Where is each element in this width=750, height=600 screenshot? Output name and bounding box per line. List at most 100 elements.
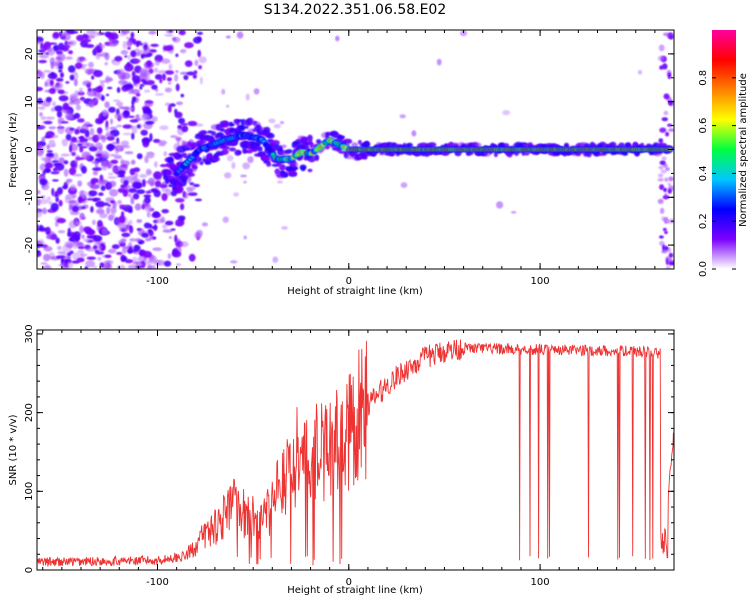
- noise-blob: [68, 200, 76, 204]
- noise-blob: [661, 156, 667, 161]
- noise-blob: [106, 160, 112, 169]
- noise-blob: [664, 245, 669, 251]
- noise-blob: [133, 59, 142, 63]
- noise-blob: [194, 59, 199, 66]
- noise-blob: [56, 110, 63, 118]
- noise-blob: [40, 262, 48, 265]
- noise-blob: [44, 135, 51, 139]
- band-blob: [195, 156, 201, 163]
- x-tick-label: 100: [531, 577, 550, 588]
- noise-blob: [193, 70, 198, 75]
- noise-blob: [663, 93, 670, 100]
- noise-blob: [127, 249, 133, 254]
- noise-blob: [135, 238, 142, 243]
- band-blob: [244, 125, 249, 129]
- noise-blob: [77, 143, 83, 147]
- noise-blob: [120, 205, 130, 208]
- noise-blob: [54, 105, 63, 112]
- noise-blob: [136, 219, 143, 223]
- noise-blob: [91, 75, 95, 80]
- noise-blob: [197, 31, 203, 35]
- noise-blob: [186, 71, 196, 76]
- noise-blob: [53, 162, 61, 167]
- noise-blob: [43, 70, 52, 73]
- noise-blob: [120, 158, 125, 164]
- band-blob: [221, 120, 230, 128]
- noise-blob: [104, 101, 110, 109]
- noise-blob: [88, 61, 94, 68]
- noise-blob: [64, 42, 69, 48]
- noise-blob: [68, 100, 75, 105]
- noise-blob: [86, 198, 95, 201]
- noise-blob: [165, 70, 175, 75]
- noise-blob: [75, 104, 81, 111]
- noise-blob: [104, 254, 112, 258]
- noise-blob: [637, 69, 643, 75]
- noise-blob: [107, 176, 118, 179]
- noise-blob: [193, 36, 202, 44]
- noise-blob: [155, 88, 159, 92]
- noise-blob: [175, 70, 179, 73]
- noise-blob: [161, 193, 168, 202]
- noise-blob: [71, 205, 79, 213]
- noise-blob: [130, 125, 134, 130]
- noise-blob: [63, 256, 72, 259]
- snr-series: [37, 339, 674, 567]
- noise-blob: [58, 199, 63, 207]
- noise-blob: [154, 180, 162, 188]
- noise-blob: [199, 76, 203, 85]
- band-blob: [278, 164, 286, 171]
- noise-blob: [45, 96, 53, 103]
- noise-blob: [74, 140, 82, 143]
- noise-blob: [168, 63, 173, 71]
- noise-blob: [143, 107, 151, 115]
- noise-blob: [118, 215, 126, 224]
- noise-blob: [145, 152, 155, 156]
- noise-blob: [659, 127, 667, 133]
- noise-blob: [222, 216, 229, 223]
- noise-blob: [70, 143, 78, 152]
- colorbar-tick-label: 0.8: [698, 70, 709, 86]
- noise-blob: [117, 174, 125, 178]
- noise-blob: [66, 114, 74, 121]
- noise-blob: [121, 145, 131, 149]
- noise-blob: [85, 260, 95, 268]
- noise-blob: [103, 263, 113, 269]
- noise-blob: [151, 116, 158, 123]
- noise-blob: [665, 265, 671, 269]
- snr-xlabel: Height of straight line (km): [287, 585, 423, 596]
- noise-blob: [243, 235, 247, 240]
- noise-blob: [658, 138, 664, 144]
- noise-blob: [226, 104, 230, 108]
- noise-blob: [105, 125, 109, 131]
- noise-blob: [185, 186, 196, 191]
- noise-blob: [175, 83, 180, 92]
- noise-blob: [180, 71, 188, 75]
- noise-blob: [162, 229, 173, 233]
- noise-blob: [56, 217, 66, 224]
- noise-blob: [253, 88, 260, 95]
- noise-blob: [188, 253, 196, 262]
- noise-blob: [192, 183, 200, 188]
- noise-blob: [192, 74, 197, 79]
- noise-blob: [46, 196, 51, 201]
- y-tick-label: -20: [24, 237, 35, 253]
- noise-blob: [37, 250, 41, 254]
- noise-blob: [54, 46, 57, 50]
- noise-blob: [37, 241, 45, 245]
- noise-blob: [178, 117, 186, 125]
- noise-blob: [131, 159, 136, 165]
- noise-blob: [69, 144, 73, 153]
- noise-blob: [459, 30, 468, 37]
- noise-blob: [74, 62, 83, 69]
- noise-blob: [90, 206, 94, 213]
- colorbar-tick-label: 0.2: [698, 213, 709, 229]
- noise-blob: [102, 109, 108, 117]
- noise-blob: [171, 250, 182, 258]
- noise-blob: [37, 86, 44, 92]
- noise-blob: [148, 30, 157, 35]
- noise-blob: [92, 48, 98, 56]
- noise-blob: [149, 49, 157, 53]
- noise-blob: [140, 113, 151, 122]
